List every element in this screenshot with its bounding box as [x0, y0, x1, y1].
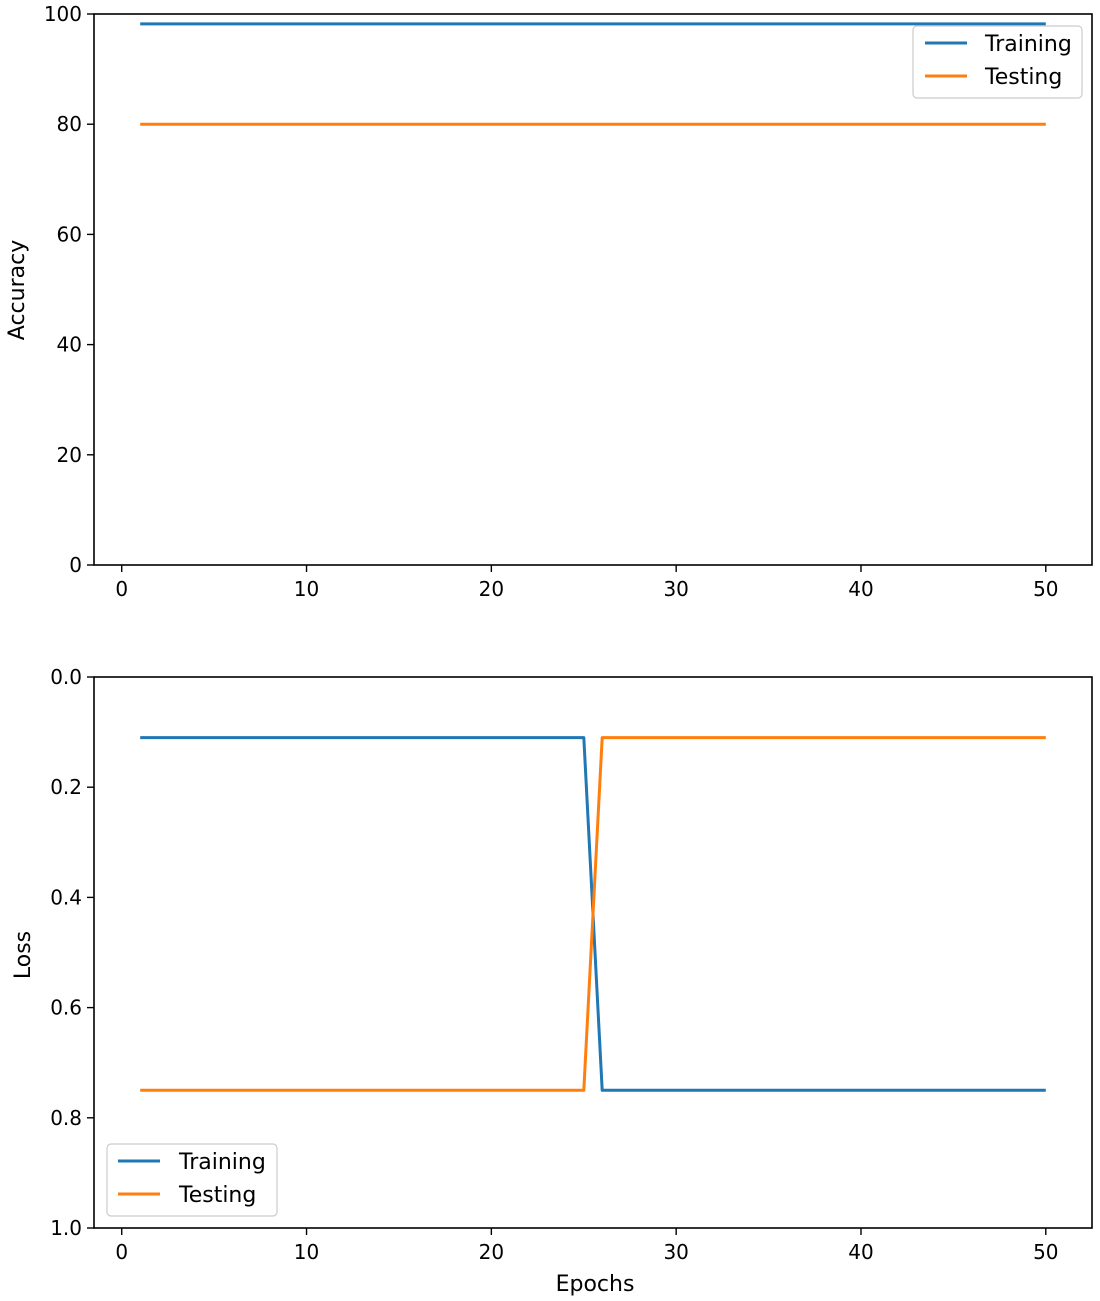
loss-x-ticks: 0 10 20 30 40 50 — [115, 1228, 1059, 1264]
accuracy-x-tick-label: 10 — [294, 577, 319, 601]
accuracy-legend-label-testing: Testing — [984, 65, 1062, 90]
loss-legend-label-training: Training — [178, 1150, 266, 1175]
accuracy-y-tick-label: 100 — [44, 2, 82, 26]
loss-x-tick-label: 30 — [663, 1240, 688, 1264]
accuracy-x-ticks: 0 10 20 30 40 50 — [115, 565, 1059, 601]
loss-panel: 0 10 20 30 40 50 0.0 0.2 0.4 0.6 0.8 1.0 Loss Epoc… — [11, 665, 1093, 1297]
accuracy-legend-label-training: Training — [984, 32, 1072, 57]
loss-y-tick-label: 0.0 — [50, 665, 82, 689]
loss-axes-frame — [93, 676, 1093, 1229]
loss-y-tick-label: 0.4 — [50, 885, 82, 909]
loss-legend: Training Testing — [106, 1143, 278, 1217]
accuracy-y-tick-label: 0 — [69, 553, 82, 577]
accuracy-x-tick-label: 20 — [479, 577, 504, 601]
loss-x-tick-label: 0 — [115, 1240, 128, 1264]
loss-x-tick-label: 20 — [479, 1240, 504, 1264]
accuracy-y-tick-label: 80 — [57, 112, 82, 136]
loss-x-axis-label: Epochs — [556, 1272, 635, 1297]
loss-y-ticks: 0.0 0.2 0.4 0.6 0.8 1.0 — [50, 665, 94, 1240]
accuracy-x-tick-label: 0 — [115, 577, 128, 601]
accuracy-x-tick-label: 30 — [663, 577, 688, 601]
accuracy-series — [140, 22, 1046, 126]
accuracy-axes-frame — [93, 13, 1093, 566]
loss-series-testing-line — [140, 736, 1046, 1092]
loss-series — [140, 736, 1046, 1092]
accuracy-y-axis-label: Accuracy — [5, 240, 30, 340]
loss-x-tick-label: 50 — [1033, 1240, 1058, 1264]
accuracy-panel: 0 10 20 30 40 50 0 20 40 60 80 100 Accuracy Traini… — [5, 2, 1093, 601]
accuracy-y-tick-label: 60 — [57, 222, 82, 246]
accuracy-y-ticks: 0 20 40 60 80 100 — [44, 2, 94, 577]
accuracy-x-tick-label: 40 — [848, 577, 873, 601]
loss-y-tick-label: 1.0 — [50, 1216, 82, 1240]
loss-y-tick-label: 0.6 — [50, 996, 82, 1020]
accuracy-legend: Training Testing — [912, 25, 1083, 99]
accuracy-y-tick-label: 20 — [57, 443, 82, 467]
loss-x-tick-label: 10 — [294, 1240, 319, 1264]
accuracy-y-tick-label: 40 — [57, 333, 82, 357]
loss-y-tick-label: 0.2 — [50, 775, 82, 799]
loss-legend-label-testing: Testing — [178, 1183, 256, 1208]
loss-x-tick-label: 40 — [848, 1240, 873, 1264]
loss-y-tick-label: 0.8 — [50, 1106, 82, 1130]
loss-y-axis-label: Loss — [11, 931, 36, 979]
accuracy-x-tick-label: 50 — [1033, 577, 1058, 601]
